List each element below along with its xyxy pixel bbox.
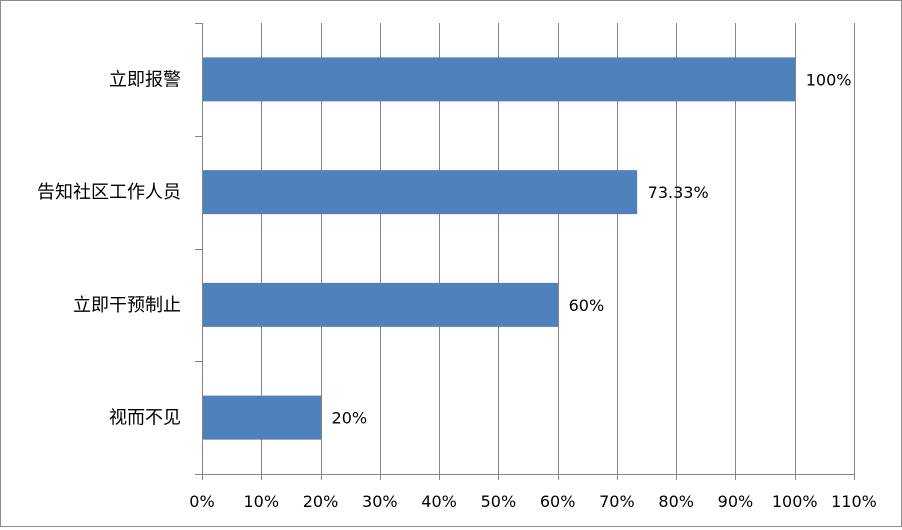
x-tick-label: 30% bbox=[362, 492, 398, 511]
data-label: 73.33% bbox=[648, 183, 709, 202]
bar bbox=[202, 57, 796, 102]
x-tick-label: 70% bbox=[599, 492, 635, 511]
axes bbox=[195, 23, 855, 480]
category-label: 立即报警 bbox=[109, 69, 181, 90]
x-tick-label: 100% bbox=[772, 492, 818, 511]
bars bbox=[202, 57, 796, 440]
x-tick-label: 50% bbox=[481, 492, 517, 511]
bar bbox=[202, 395, 322, 440]
x-tick-label: 90% bbox=[718, 492, 754, 511]
data-label: 100% bbox=[806, 70, 852, 89]
x-tick-label: 60% bbox=[540, 492, 576, 511]
labels: 0% 10% 20% 30% 40% 50% 60% 70% 80% 90% 100% 110% 立即报… bbox=[37, 69, 877, 511]
category-label: 告知社区工作人员 bbox=[37, 182, 181, 203]
x-tick-label: 110% bbox=[831, 492, 877, 511]
category-label: 视而不见 bbox=[109, 408, 181, 429]
data-label: 20% bbox=[332, 409, 368, 428]
x-tick-label: 10% bbox=[243, 492, 279, 511]
x-tick-label: 0% bbox=[189, 492, 214, 511]
category-label: 立即干预制止 bbox=[73, 295, 181, 316]
x-tick-label: 80% bbox=[658, 492, 694, 511]
bar bbox=[202, 282, 559, 327]
bar bbox=[202, 170, 638, 215]
x-tick-label: 20% bbox=[303, 492, 339, 511]
data-label: 60% bbox=[569, 296, 605, 315]
x-tick-label: 40% bbox=[421, 492, 457, 511]
